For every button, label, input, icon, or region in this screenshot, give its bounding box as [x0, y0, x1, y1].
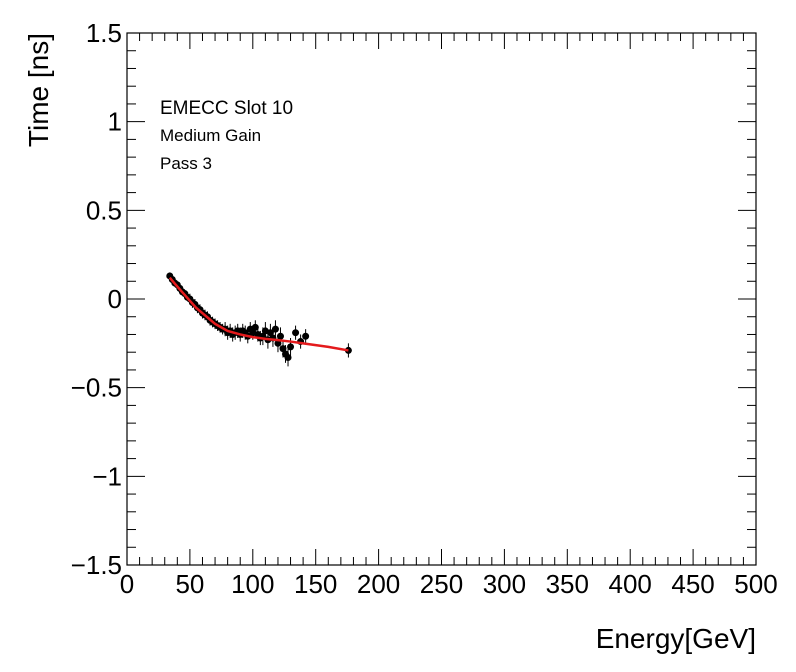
- data-point: [279, 345, 287, 353]
- data-points: [166, 272, 352, 367]
- data-point: [271, 325, 279, 333]
- fit-line: [168, 276, 349, 352]
- x-tick-label: 350: [546, 569, 589, 599]
- data-point: [251, 323, 259, 331]
- y-tick-label: 1.5: [86, 18, 122, 48]
- y-tick-label: 0.5: [86, 195, 122, 225]
- x-tick-label: 300: [483, 569, 526, 599]
- y-tick-label: −1.5: [71, 550, 122, 580]
- data-point: [266, 329, 274, 337]
- x-tick-label: 0: [120, 569, 134, 599]
- x-tick-label: 500: [734, 569, 777, 599]
- y-tick-label: 1: [108, 107, 122, 137]
- data-point: [276, 332, 284, 340]
- x-tick-label: 50: [175, 569, 204, 599]
- x-tick-label: 200: [357, 569, 400, 599]
- y-tick-label: −1: [92, 461, 122, 491]
- data-point: [302, 332, 310, 340]
- data-point: [292, 329, 300, 337]
- x-axis-title: Energy[GeV]: [596, 623, 756, 654]
- x-tick-label: 150: [294, 569, 337, 599]
- y-tick-label: −0.5: [71, 373, 122, 403]
- tick-marks: [126, 32, 757, 566]
- y-tick-labels: −1.5 −1 −0.5 0 0.5 1 1.5: [71, 18, 122, 580]
- data-point: [287, 343, 295, 351]
- x-tick-labels: 0 50 100 150 200 250 300 350 400 450 500: [120, 569, 778, 599]
- y-axis-title: Time [ns]: [23, 33, 54, 147]
- x-tick-label: 100: [231, 569, 274, 599]
- y-tick-label: 0: [108, 284, 122, 314]
- x-tick-label: 400: [609, 569, 652, 599]
- annotation-slot: EMECC Slot 10: [160, 98, 293, 119]
- annotation-pass: Pass 3: [160, 154, 212, 173]
- data-point: [284, 354, 292, 362]
- x-tick-label: 450: [671, 569, 714, 599]
- annotation-gain: Medium Gain: [160, 126, 261, 145]
- x-tick-label: 250: [420, 569, 463, 599]
